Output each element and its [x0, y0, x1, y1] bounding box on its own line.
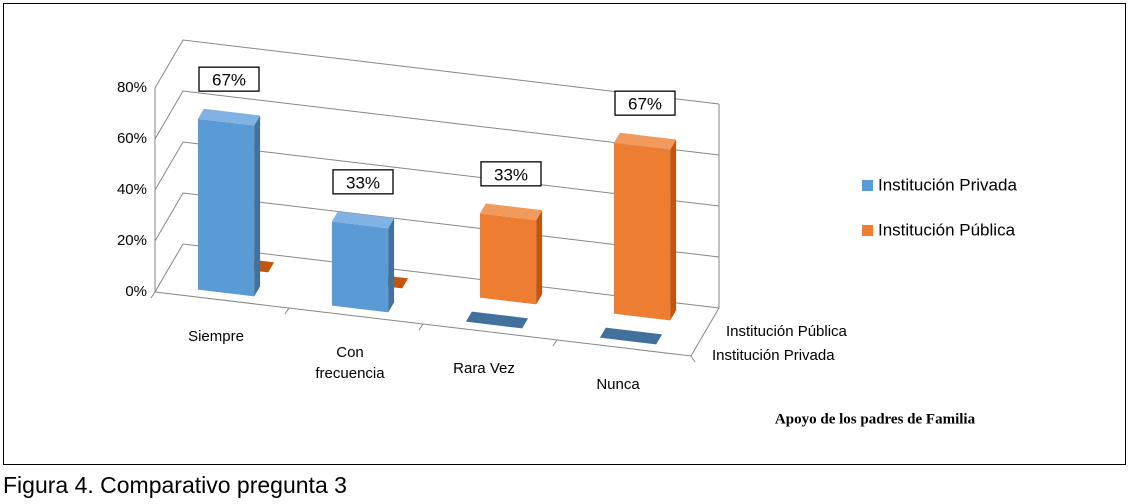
chart-title: Apoyo de los padres de Familia	[775, 411, 976, 427]
x-tick	[552, 339, 558, 347]
chart-border	[3, 3, 1126, 465]
bar	[479, 203, 543, 305]
y-tick-label: 40%	[117, 181, 147, 198]
bar	[465, 311, 529, 329]
x-tick	[418, 323, 424, 331]
data-label-box	[332, 169, 394, 195]
depth-label: Institución Privada	[712, 347, 835, 364]
x-tick-label: Con frecuencia	[315, 344, 385, 382]
data-label-box	[614, 90, 676, 116]
y-tick-label: 80%	[117, 79, 147, 96]
bar-top	[465, 311, 529, 329]
data-label-box	[480, 161, 542, 187]
data-label: 33%	[494, 165, 528, 184]
caption: Figura 4. Comparativo pregunta 3	[3, 472, 347, 498]
y-tick-label: 0%	[125, 283, 147, 300]
bar	[197, 108, 261, 297]
bar-top	[613, 132, 677, 150]
bar-side	[670, 139, 677, 321]
legend-swatch	[862, 180, 873, 191]
x-tick	[284, 307, 290, 315]
bar-top	[331, 211, 395, 229]
x-tick-label: Rara Vez	[453, 360, 515, 377]
bar-front	[479, 213, 537, 305]
bar-top	[197, 108, 261, 126]
bar-side	[254, 115, 261, 297]
x-tick	[150, 291, 156, 299]
bar	[331, 211, 395, 313]
bar-front	[613, 142, 671, 321]
data-label: 67%	[212, 71, 246, 90]
grid-line	[154, 90, 720, 156]
legend-label: Institución Pública	[878, 220, 1016, 239]
y-tick-label: 60%	[117, 130, 147, 147]
bar-side	[388, 218, 395, 313]
bar-front	[197, 118, 255, 297]
depth-label: Institución Pública	[726, 323, 848, 340]
bar-front	[331, 221, 389, 313]
x-tick	[690, 355, 696, 363]
x-tick-label: Nunca	[596, 376, 640, 393]
grid-line	[154, 39, 720, 105]
bar-top	[479, 203, 543, 221]
data-label-box	[198, 66, 260, 92]
bar	[599, 327, 663, 345]
bar-side	[536, 210, 543, 305]
x-tick-label: Siempre	[188, 328, 244, 345]
legend-swatch	[862, 225, 873, 236]
bar-top	[599, 327, 663, 345]
bar	[613, 132, 677, 321]
data-label: 33%	[346, 173, 380, 192]
legend-label: Institución Privada	[878, 175, 1017, 194]
y-tick-label: 20%	[117, 232, 147, 249]
data-label: 67%	[628, 95, 662, 114]
